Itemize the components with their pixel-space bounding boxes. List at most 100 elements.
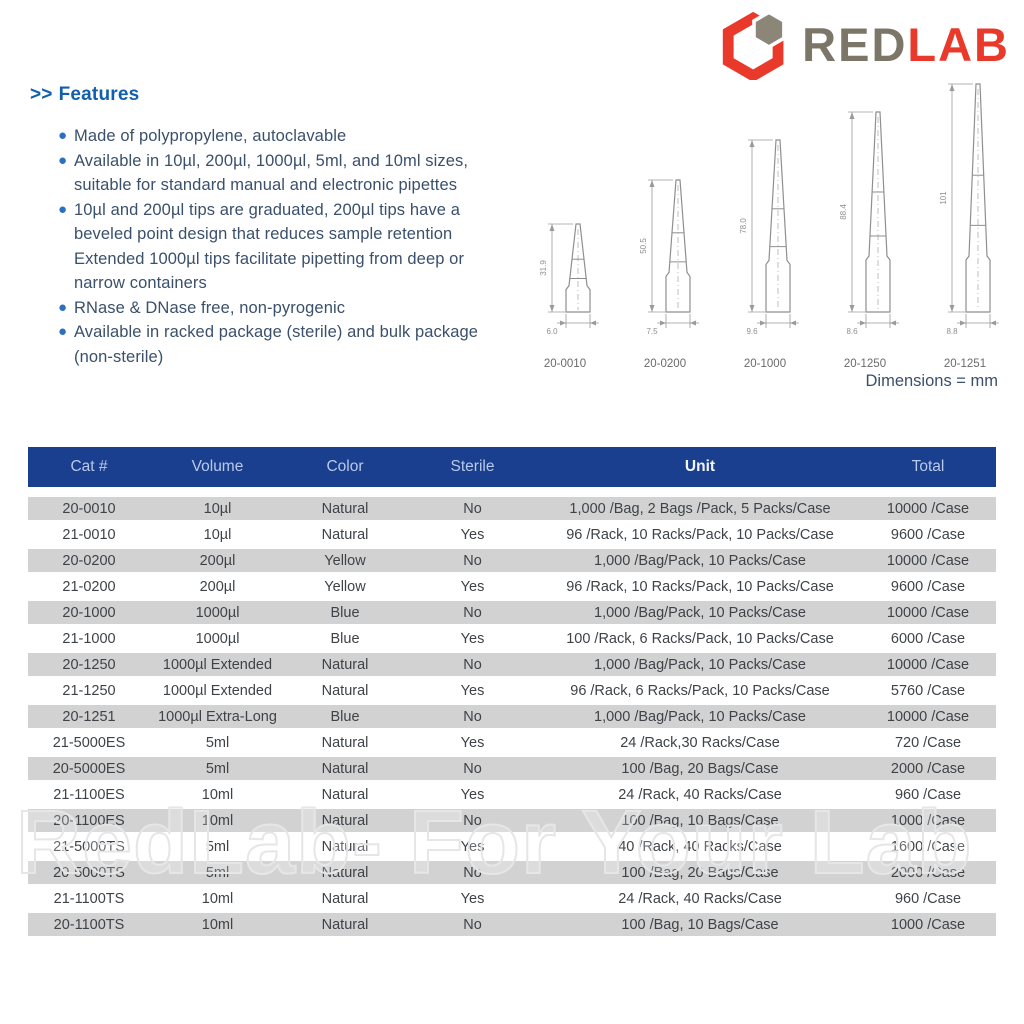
cell-total: 10000 /Case [886, 656, 970, 673]
logo-text-lab: LAB [907, 17, 1010, 71]
cell-color: Yellow [324, 578, 366, 595]
cell-total: 9600 /Case [890, 578, 966, 595]
heading-label: Features [58, 84, 140, 105]
cell-sterile: Yes [460, 786, 485, 803]
cell-total: 1000 /Case [890, 916, 966, 933]
cell-unit: 1,000 /Bag/Pack, 10 Packs/Case [594, 656, 806, 673]
cell-sterile: Yes [460, 682, 485, 699]
cell-color: Natural [321, 890, 369, 907]
cell-sterile: Yes [460, 734, 485, 751]
cell-total: 10000 /Case [886, 604, 970, 621]
cell-total: 9600 /Case [890, 526, 966, 543]
cell-total: 5760 /Case [890, 682, 966, 699]
tip-figure: 31.9 6.0 20-0010 [518, 216, 612, 370]
table-row: 20-1000 1000µl Blue No 1,000 /Bag/Pack, 10 P… [28, 601, 996, 624]
cell-unit: 1,000 /Bag, 2 Bags /Pack, 5 Packs/Case [569, 500, 831, 517]
tip-figure: 101 8.8 20-1251 [918, 76, 1012, 370]
dimensions-note: Dimensions = mm [865, 372, 999, 390]
tip-height-label: 78.0 [739, 218, 748, 234]
cell-cat: 21-1100ES [53, 786, 125, 803]
bullet-icon: ● [58, 200, 68, 218]
tip-width-label: 8.8 [946, 327, 958, 336]
cell-volume: 10ml [201, 890, 234, 907]
tip-figure: 50.5 7.5 20-0200 [618, 172, 712, 370]
cell-total: 1000 /Case [890, 812, 966, 829]
tip-cat-number: 20-1000 [743, 358, 787, 370]
cell-color: Blue [330, 604, 360, 621]
cell-sterile: No [463, 812, 482, 829]
cell-total: 960 /Case [894, 786, 962, 803]
cell-sterile: Yes [460, 838, 485, 855]
cell-cat: 20-5000TS [53, 864, 125, 881]
cell-color: Natural [321, 682, 369, 699]
cell-color: Natural [321, 500, 369, 517]
cell-volume: 1000µl Extended [162, 656, 273, 673]
column-header: Sterile [450, 458, 495, 475]
tip-figure: 78.0 9.6 20-1000 [718, 132, 812, 370]
cell-color: Yellow [324, 552, 366, 569]
cell-volume: 200µl [199, 578, 236, 595]
cell-color: Blue [330, 708, 360, 725]
cell-unit: 100 /Bag, 20 Bags/Case [621, 760, 779, 777]
bullet-icon: ● [58, 151, 68, 169]
table-row: 20-5000ES 5ml Natural No 100 /Bag, 20 Bags/C… [28, 757, 996, 780]
cell-volume: 10µl [203, 526, 232, 543]
cell-cat: 21-1100TS [53, 890, 125, 907]
cell-unit: 96 /Rack, 6 Racks/Pack, 10 Packs/Case [570, 682, 830, 699]
tip-drawing: 50.5 7.5 [639, 179, 699, 336]
redlab-hexagon-icon [722, 10, 786, 80]
column-header: Unit [684, 458, 716, 475]
cell-volume: 5ml [205, 760, 230, 777]
feature-text: Available in 10µl, 200µl, 1000µl, 5ml, a… [74, 151, 469, 195]
tip-width-label: 8.6 [846, 327, 858, 336]
cell-sterile: No [463, 708, 482, 725]
cell-unit: 24 /Rack,30 Racks/Case [620, 734, 780, 751]
feature-text: 10µl and 200µl tips are graduated, 200µl… [74, 200, 460, 244]
logo-wordmark: REDLAB [802, 21, 1010, 68]
cell-color: Natural [321, 760, 369, 777]
tip-height-label: 50.5 [639, 238, 648, 254]
cell-volume: 1000µl [195, 604, 240, 621]
tip-drawing: 78.0 9.6 [739, 139, 799, 336]
cell-total: 960 /Case [894, 890, 962, 907]
feature-text: RNase & DNase free, non-pyrogenic [74, 298, 346, 317]
table-row: 21-1250 1000µl Extended Natural Yes 96 /Rack… [28, 679, 996, 702]
product-table: Cat # Volume Color Sterile Unit Total 20-0010… [28, 447, 996, 939]
table-row: 20-1251 1000µl Extra-Long Blue No 1,000 /Bag… [28, 705, 996, 728]
cell-cat: 20-1100TS [53, 916, 125, 933]
cell-volume: 5ml [205, 734, 230, 751]
cell-sterile: Yes [460, 578, 485, 595]
tip-drawing: 101 8.8 [939, 83, 999, 336]
cell-unit: 96 /Rack, 10 Racks/Pack, 10 Packs/Case [566, 526, 834, 543]
cell-total: 10000 /Case [886, 552, 970, 569]
table-body: 20-0010 10µl Natural No 1,000 /Bag, 2 Bags /… [28, 497, 996, 936]
cell-cat: 21-5000ES [52, 734, 126, 751]
cell-unit: 1,000 /Bag/Pack, 10 Packs/Case [594, 708, 806, 725]
cell-unit: 40 /Rack, 40 Racks/Case [618, 838, 782, 855]
cell-sterile: No [463, 916, 482, 933]
column-header: Color [326, 458, 364, 475]
cell-color: Natural [321, 864, 369, 881]
cell-total: 2000 /Case [890, 760, 966, 777]
tip-width-label: 6.0 [546, 327, 558, 336]
cell-cat: 20-1251 [62, 708, 116, 725]
tip-drawings: 31.9 6.0 20-0010 50.5 7.5 20-0200 78.0 9… [518, 58, 1012, 370]
table-row: 21-0200 200µl Yellow Yes 96 /Rack, 10 Racks/… [28, 575, 996, 598]
cell-cat: 20-0010 [62, 500, 116, 517]
tip-drawing: 31.9 6.0 [539, 223, 599, 336]
tip-height-label: 101 [939, 191, 948, 205]
tip-height-label: 31.9 [539, 260, 548, 276]
feature-text: Extended 1000µl tips facilitate pipettin… [74, 249, 465, 293]
cell-volume: 5ml [205, 864, 230, 881]
table-row: 21-5000TS 5ml Natural Yes 40 /Rack, 40 Racks… [28, 835, 996, 858]
bullet-icon: ● [58, 127, 68, 144]
feature-item: ● Available in racked package (sterile) a… [58, 320, 508, 369]
redlab-logo: REDLAB [720, 8, 1010, 80]
feature-item: ● Available in 10µl, 200µl, 1000µl, 5ml, … [58, 149, 508, 198]
cell-unit: 1,000 /Bag/Pack, 10 Packs/Case [594, 552, 806, 569]
tip-figure: 88.4 8.6 20-1250 [818, 104, 912, 370]
table-row: 21-1100TS 10ml Natural Yes 24 /Rack, 40 Rack… [28, 887, 996, 910]
feature-item: ● 10µl and 200µl tips are graduated, 200µ… [58, 198, 508, 247]
features-list: ● Made of polypropylene, autoclavable ● Ava… [30, 124, 508, 369]
cell-volume: 10ml [201, 916, 234, 933]
